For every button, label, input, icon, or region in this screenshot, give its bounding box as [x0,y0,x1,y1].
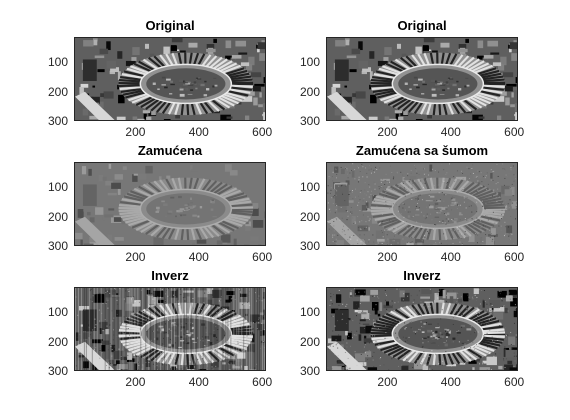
subplot-original-right: Original 100 200 300 200 400 600 [300,18,524,139]
x-tick-label: 200 [125,125,146,139]
x-tick-label: 400 [188,375,209,389]
image-axes[interactable] [74,37,266,121]
y-tick-label: 300 [47,114,68,128]
x-tick-label: 600 [252,375,273,389]
subplot-blurred-noise: Zamućena sa šumom 100 200 300 200 400 60… [300,143,524,264]
x-tick-label: 200 [125,375,146,389]
stadium-aerial-image [75,288,265,370]
x-tick-label: 400 [188,250,209,264]
x-tick-label: 600 [252,250,273,264]
x-tick-label: 400 [440,375,461,389]
subplot-title: Original [397,18,447,33]
x-tick-label: 200 [377,125,398,139]
stadium-aerial-image [327,38,517,120]
y-tick-label: 100 [47,305,68,320]
y-tick-label: 100 [299,180,320,195]
x-tick-label: 200 [125,250,146,264]
y-tick-label: 300 [47,239,68,253]
subplot-title: Original [145,18,195,33]
y-tick-label: 200 [47,85,68,100]
image-axes[interactable] [74,162,266,246]
x-tick-label: 400 [440,250,461,264]
image-axes[interactable] [74,287,266,371]
x-tick-label: 200 [377,375,398,389]
y-tick-label: 200 [299,335,320,350]
stadium-aerial-image [327,163,517,245]
y-tick-label: 200 [47,210,68,225]
subplot-title: Inverz [151,268,189,283]
image-axes[interactable] [326,162,518,246]
y-tick-label: 300 [47,364,68,378]
subplot-inverse-left: Inverz 100 200 300 200 400 600 [48,268,272,389]
y-tick-label: 100 [47,55,68,70]
y-tick-label: 100 [299,305,320,320]
subplot-original-left: Original 100 200 300 200 400 600 [48,18,272,139]
stadium-aerial-image [327,288,517,370]
subplot-blurred: Zamućena 100 200 300 200 400 600 [48,143,272,264]
y-tick-label: 300 [299,239,320,253]
y-tick-label: 300 [299,114,320,128]
y-tick-label: 200 [299,210,320,225]
x-tick-label: 200 [377,250,398,264]
subplot-title: Inverz [403,268,441,283]
x-tick-label: 400 [440,125,461,139]
subplot-title: Zamućena sa šumom [355,143,489,158]
stadium-aerial-image [75,163,265,245]
x-tick-label: 400 [188,125,209,139]
y-tick-label: 100 [47,180,68,195]
x-tick-label: 600 [504,375,525,389]
y-tick-label: 200 [299,85,320,100]
image-axes[interactable] [326,37,518,121]
stadium-aerial-image [75,38,265,120]
subplot-inverse-right: Inverz 100 200 300 200 400 600 [300,268,524,389]
y-tick-label: 300 [299,364,320,378]
x-tick-label: 600 [504,250,525,264]
x-tick-label: 600 [504,125,525,139]
y-tick-label: 200 [47,335,68,350]
x-tick-label: 600 [252,125,273,139]
image-axes[interactable] [326,287,518,371]
y-tick-label: 100 [299,55,320,70]
subplot-title: Zamućena [137,143,203,158]
